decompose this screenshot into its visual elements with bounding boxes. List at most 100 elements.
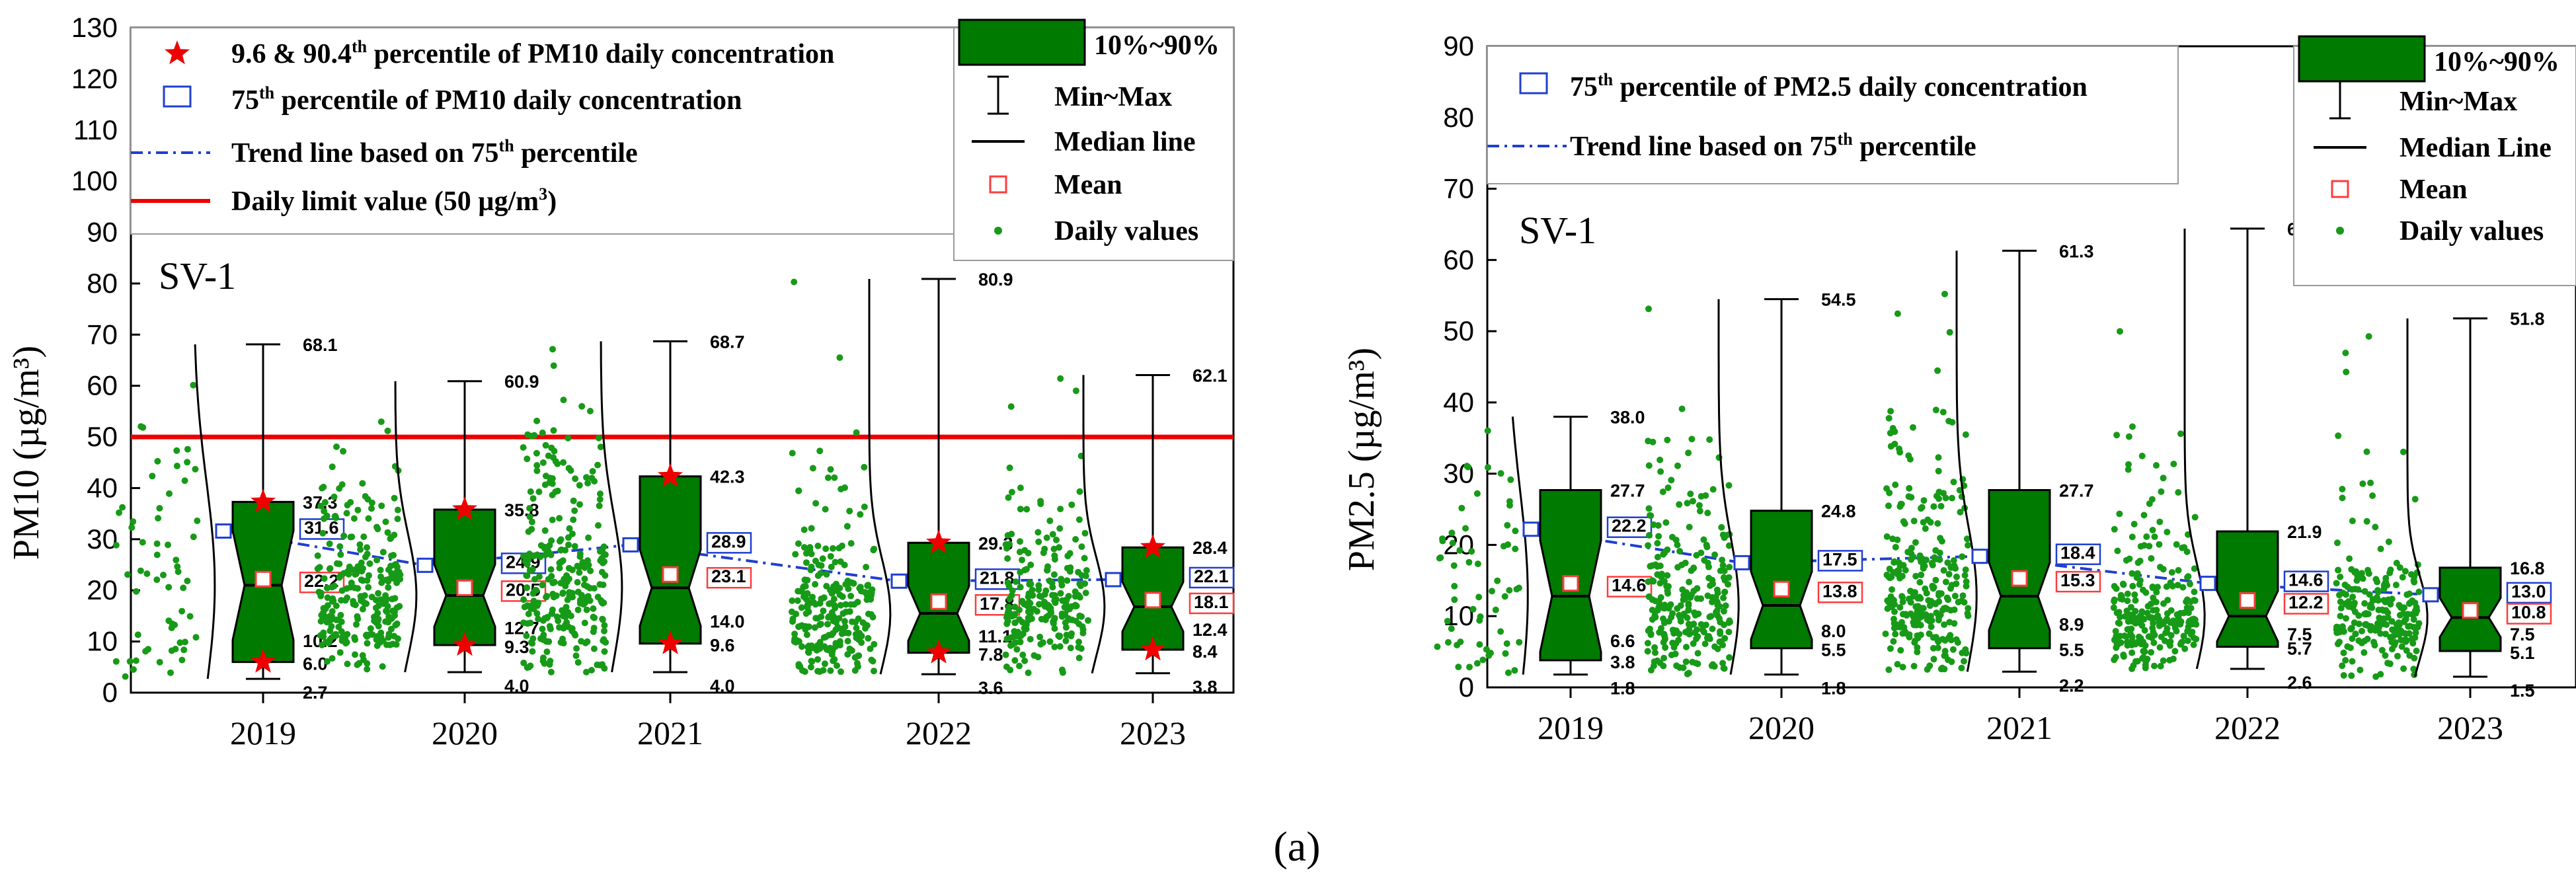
label-max: 54.5 <box>1821 290 1856 310</box>
daily-value-dot <box>130 518 137 525</box>
daily-value-dot <box>830 545 836 552</box>
daily-value-dot <box>1451 596 1458 603</box>
daily-value-dot <box>1081 529 1089 537</box>
daily-value-dot <box>1688 567 1695 574</box>
legend-right-item: Median Line <box>2400 133 2552 163</box>
daily-value-dot <box>2123 633 2130 640</box>
daily-value-dot <box>1475 594 1483 601</box>
daily-value-dot <box>545 576 552 583</box>
daily-value-dot <box>1934 367 1941 374</box>
daily-value-dot <box>1670 644 1678 651</box>
daily-value-dot <box>1444 617 1451 625</box>
daily-value-dot <box>528 432 535 440</box>
daily-value-dot <box>336 649 344 656</box>
y-axis-label: PM2.5 (µg/m³) <box>1341 348 1382 571</box>
daily-value-dot <box>535 488 543 496</box>
label-p90: 24.8 <box>1821 502 1856 521</box>
daily-value-dot <box>153 576 161 584</box>
daily-value-dot <box>1497 470 1504 477</box>
daily-value-dot <box>1066 605 1073 613</box>
daily-value-dot <box>554 487 561 494</box>
box-10-90 <box>433 508 496 646</box>
daily-value-dot <box>1885 574 1893 581</box>
y-tick-label: 30 <box>87 523 118 555</box>
daily-value-dot <box>576 482 583 489</box>
daily-value-dot <box>1025 599 1033 606</box>
daily-value-dot <box>1930 503 1937 510</box>
daily-value-dot <box>367 625 374 632</box>
daily-value-dot <box>558 546 565 553</box>
daily-value-dot <box>817 621 824 628</box>
daily-value-dot <box>1075 516 1083 523</box>
daily-value-dot <box>1076 488 1083 495</box>
daily-value-dot <box>2151 631 2158 638</box>
label-p75-box <box>2055 543 2101 565</box>
label-p25: 14.0 <box>710 612 745 632</box>
daily-value-dot <box>359 565 366 572</box>
daily-value-dot <box>1466 664 1473 671</box>
daily-value-dot <box>340 447 347 455</box>
daily-value-dot <box>1912 572 1920 580</box>
mean-marker <box>2239 592 2256 609</box>
daily-value-dot <box>343 510 350 517</box>
daily-value-dot <box>2355 637 2362 644</box>
label-p75: 22.1 <box>1194 566 1229 586</box>
x-tick-label: 2022 <box>2214 709 2281 746</box>
daily-value-dot <box>1053 536 1060 543</box>
daily-value-dot <box>1941 621 1948 629</box>
daily-value-dot <box>525 528 532 535</box>
daily-value-dot <box>2115 619 2122 627</box>
daily-value-dot <box>818 595 825 603</box>
daily-value-dot <box>364 551 371 558</box>
daily-value-dot <box>2411 573 2418 580</box>
daily-value-dot <box>1892 481 1899 488</box>
daily-value-dot <box>2406 652 2413 659</box>
daily-value-dot <box>1940 490 1947 497</box>
daily-value-dot <box>2162 637 2169 644</box>
legend-left-box <box>1487 46 2179 184</box>
daily-value-dot <box>2398 643 2405 650</box>
label-p90: 16.8 <box>2510 558 2545 578</box>
daily-value-dot <box>1725 542 1733 549</box>
daily-value-dot <box>1083 567 1090 574</box>
daily-value-dot <box>1676 631 1683 638</box>
daily-value-dot <box>383 641 390 648</box>
p75-marker <box>416 557 434 573</box>
daily-value-dot <box>814 543 822 549</box>
daily-value-dot <box>392 573 399 580</box>
daily-value-dot <box>2119 580 2127 588</box>
daily-value-dot <box>385 578 392 585</box>
daily-value-dot <box>173 447 180 454</box>
daily-value-dot <box>1027 636 1034 643</box>
p75-marker <box>1105 572 1122 588</box>
mean-marker <box>1562 575 1579 592</box>
star-high <box>452 496 477 521</box>
daily-value-dot <box>190 381 197 389</box>
daily-value-dot <box>2415 620 2423 627</box>
daily-value-dot <box>165 541 171 549</box>
daily-value-dot <box>2393 559 2400 566</box>
daily-value-dot <box>1689 621 1696 628</box>
daily-value-dot <box>382 592 389 599</box>
daily-value-dot <box>814 656 821 663</box>
daily-value-dot <box>1007 666 1014 673</box>
daily-value-dot <box>791 631 799 638</box>
daily-value-dot <box>375 615 382 623</box>
mean-marker <box>2462 602 2479 619</box>
daily-value-dot <box>1002 651 1009 658</box>
daily-value-dot <box>143 570 151 577</box>
daily-value-dot <box>1072 617 1079 625</box>
daily-value-dot <box>319 484 326 492</box>
daily-value-dot <box>2170 461 2177 467</box>
label-max: 62.1 <box>1192 365 1228 385</box>
daily-value-dot <box>523 584 530 592</box>
daily-value-dot <box>2128 533 2136 541</box>
daily-value-dot <box>1679 586 1686 594</box>
daily-value-dot <box>2366 591 2373 598</box>
daily-value-dot <box>2114 547 2121 555</box>
daily-value-dot <box>338 628 345 635</box>
daily-value-dot <box>2336 592 2343 599</box>
daily-value-dot <box>528 518 535 525</box>
legend-left-item: Trend line based on 75th percentile <box>231 136 638 169</box>
label-min: 3.6 <box>978 678 1003 698</box>
